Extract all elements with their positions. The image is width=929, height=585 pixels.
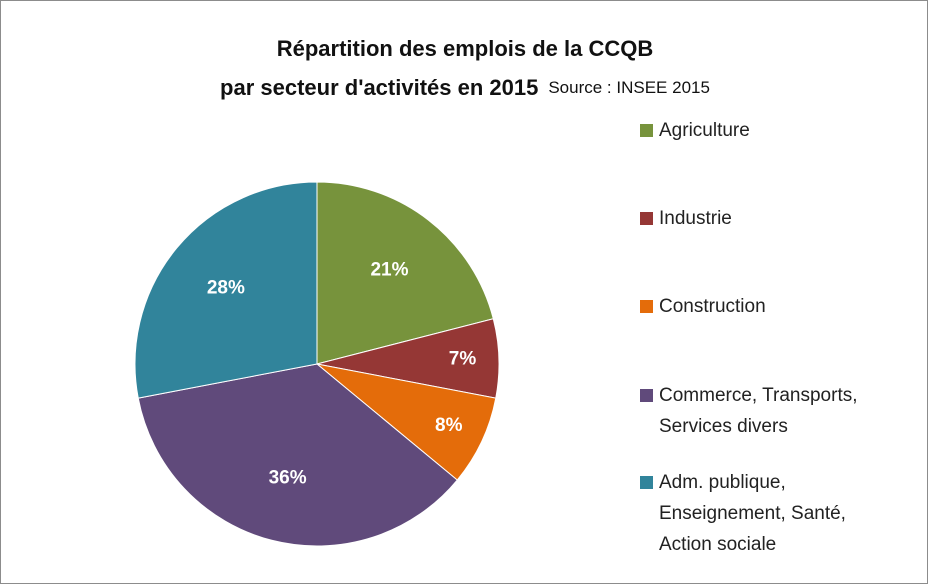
legend-swatch	[640, 300, 653, 313]
legend-label: Commerce, Transports, Services divers	[659, 385, 858, 437]
legend-swatch	[640, 389, 653, 402]
source: Source : INSEE 2015	[548, 78, 710, 97]
pie-slice	[137, 363, 458, 547]
data-label: 7%	[449, 348, 477, 369]
legend-item: Adm. publique, Enseignement, Santé, Acti…	[640, 467, 920, 560]
pie-slice	[134, 181, 318, 399]
data-label: 8%	[435, 415, 463, 436]
data-label: 36%	[269, 468, 307, 489]
legend-swatch	[640, 476, 653, 489]
data-label: 21%	[370, 260, 408, 281]
data-label: 28%	[207, 278, 245, 299]
legend-item: Commerce, Transports, Services divers	[640, 380, 920, 442]
pie-slice	[316, 181, 494, 365]
legend-label: Construction	[659, 296, 766, 317]
legend-label: Adm. publique, Enseignement, Santé, Acti…	[659, 472, 846, 555]
chart-subtitle: par secteur d'activités en 2015	[220, 75, 538, 100]
title-line: par secteur d'activités en 2015 Source : …	[220, 75, 710, 100]
legend-swatch	[640, 124, 653, 137]
legend-item: Industrie	[640, 203, 920, 234]
legend-item: Agriculture	[640, 115, 920, 146]
legend-label: Agriculture	[659, 120, 750, 141]
legend-swatch	[640, 212, 653, 225]
legend-item: Construction	[640, 291, 920, 322]
chart-title: Répartition des emplois de la CCQB	[277, 36, 654, 61]
pie-slice	[316, 363, 497, 481]
legend-label: Industrie	[659, 208, 732, 229]
